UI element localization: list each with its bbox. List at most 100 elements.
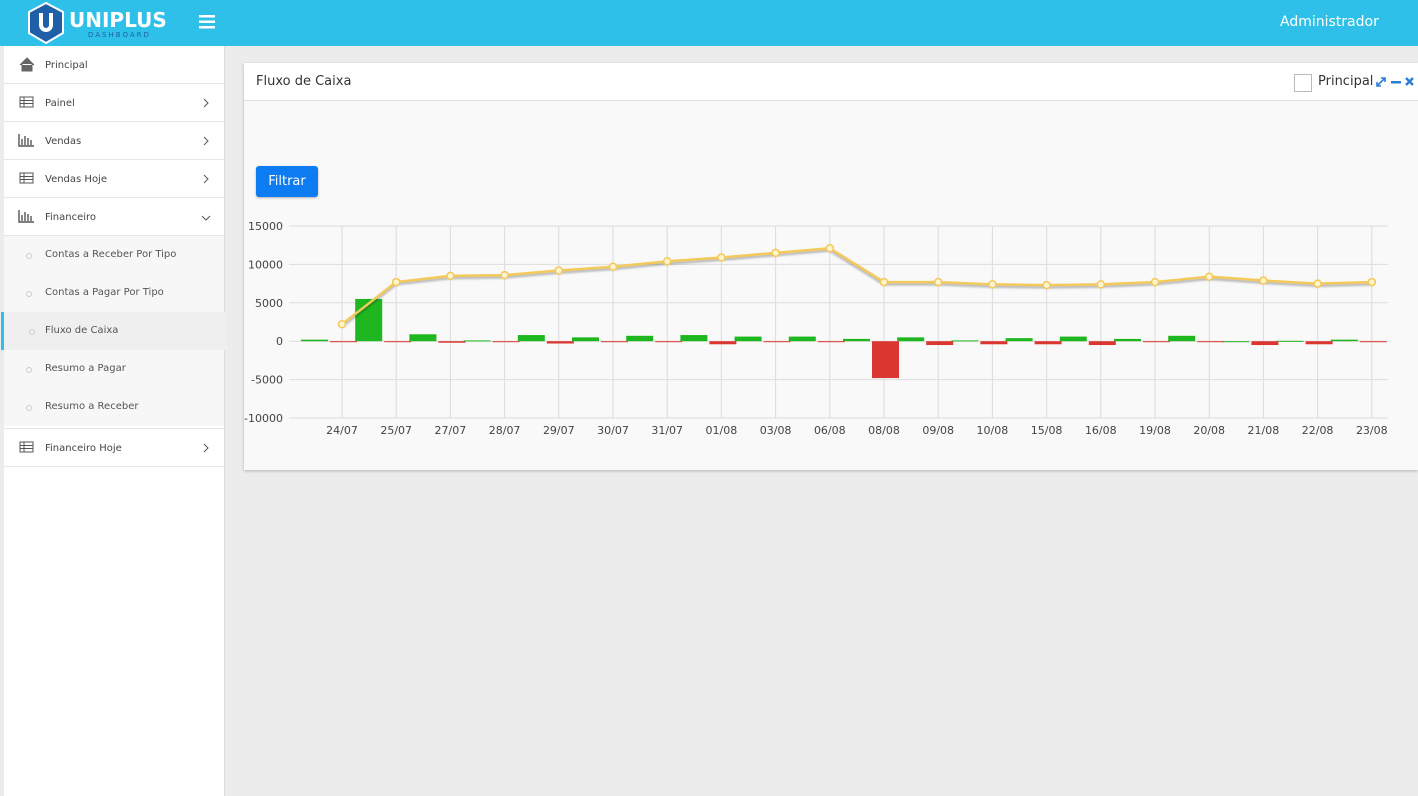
x-tick-label: 01/08: [706, 424, 738, 437]
chart: -10000 -5000 0 5000 10000 15000 24/07 25/07 27/0…: [244, 220, 1388, 437]
panel-title: Fluxo de Caixa: [256, 74, 352, 89]
bar: [926, 341, 954, 346]
bar: [355, 298, 383, 342]
bar: [1143, 341, 1170, 343]
line-point: [1367, 277, 1377, 287]
line-point: [933, 277, 943, 287]
bar: [601, 341, 628, 343]
line-point: [554, 266, 564, 275]
line-point: [1204, 272, 1214, 281]
bullet: [26, 367, 32, 373]
bar: [1059, 336, 1087, 342]
bullet: [26, 405, 32, 411]
line-point: [825, 244, 835, 253]
menu-icon: [19, 172, 209, 184]
bar: [843, 338, 870, 342]
menu-item-label: Principal: [45, 60, 88, 71]
menu-item[interactable]: Painel: [4, 84, 224, 122]
submenu-item-label: Contas a Receber Por Tipo: [45, 249, 177, 260]
brand-sub: DASHBOARD: [88, 31, 151, 39]
panel-header: Fluxo de Caixa Principal: [244, 63, 1418, 101]
submenu-item[interactable]: Resumo a Pagar: [4, 350, 224, 388]
bar: [1276, 340, 1304, 342]
y-tick-label: -10000: [244, 412, 283, 425]
bar: [788, 336, 816, 342]
bar: [1222, 341, 1250, 343]
panel: Fluxo de Caixa Principal Filtrar -10000 -…: [244, 63, 1418, 470]
menu-item[interactable]: Vendas Hoje: [4, 160, 224, 198]
x-tick-label: 21/08: [1248, 424, 1280, 437]
bar: [438, 341, 466, 343]
bullet: [29, 329, 35, 335]
bullet: [26, 291, 32, 297]
y-tick-label: 15000: [248, 220, 283, 233]
submenu-item[interactable]: Fluxo de Caixa: [1, 312, 227, 350]
user-name[interactable]: Administrador: [1280, 14, 1379, 30]
x-tick-label: 24/07: [326, 424, 358, 437]
submenu-item-label: Contas a Pagar Por Tipo: [45, 287, 164, 298]
x-tick-label: 25/07: [380, 424, 412, 437]
bar: [709, 341, 737, 345]
x-tick-label: 10/08: [977, 424, 1009, 437]
menu-toggle[interactable]: [199, 15, 215, 29]
menu-item-label: Painel: [45, 98, 75, 109]
menu-icon: [19, 57, 35, 72]
submenu-item[interactable]: Contas a Receber Por Tipo: [4, 236, 224, 274]
menu-item-label: Financeiro: [45, 212, 97, 223]
filter-button[interactable]: Filtrar: [256, 166, 318, 197]
bar: [1034, 341, 1062, 345]
bar: [734, 336, 762, 342]
line-point: [1313, 279, 1322, 288]
menu-item[interactable]: Financeiro: [4, 198, 224, 236]
bar: [572, 337, 599, 342]
x-tick-label: 31/07: [651, 424, 683, 437]
bar: [463, 340, 491, 342]
submenu-item[interactable]: Contas a Pagar Por Tipo: [4, 274, 224, 312]
logo[interactable]: UNIPLUS DASHBOARD: [26, 2, 176, 44]
bar: [897, 337, 925, 342]
bar: [384, 341, 412, 343]
bar: [1114, 338, 1141, 342]
bar: [951, 340, 979, 342]
bullet: [26, 253, 32, 259]
line-point: [500, 270, 509, 280]
checkbox[interactable]: [1294, 74, 1312, 92]
panel-tools[interactable]: [1376, 75, 1416, 89]
bar: [330, 341, 357, 343]
menu-item[interactable]: Principal: [4, 46, 224, 84]
submenu-item-label: Resumo a Receber: [45, 401, 139, 412]
bar: [1088, 341, 1116, 346]
x-tick-label: 15/08: [1031, 424, 1063, 437]
menu-item-label: Vendas Hoje: [45, 174, 107, 185]
x-tick-label: 22/08: [1302, 424, 1334, 437]
menu-item-label: Vendas: [45, 136, 82, 147]
line-point: [771, 248, 780, 258]
line-point: [446, 271, 455, 281]
bar: [517, 335, 545, 342]
bar: [546, 341, 574, 344]
bar: [1005, 338, 1033, 342]
bar: [1168, 335, 1196, 342]
menu-item[interactable]: Vendas: [4, 122, 224, 160]
line-point: [879, 277, 889, 287]
x-tick-label: 23/08: [1356, 424, 1388, 437]
line-point: [608, 262, 618, 271]
bar: [655, 341, 683, 343]
line-point: [1042, 280, 1051, 290]
bar: [492, 341, 520, 343]
y-tick-label: -5000: [251, 374, 283, 387]
top-bar: UNIPLUS DASHBOARD Administrador: [0, 0, 1418, 46]
line-point: [717, 253, 726, 262]
x-tick-label: 03/08: [760, 424, 792, 437]
line: [341, 246, 1372, 326]
menu-item[interactable]: Financeiro Hoje: [4, 428, 224, 467]
menu-icon: [19, 96, 209, 108]
bar: [1305, 341, 1333, 345]
menu-icon: [19, 441, 209, 453]
submenu-item[interactable]: Resumo a Receber: [4, 388, 224, 426]
line-point: [1259, 276, 1268, 285]
line-point: [988, 280, 997, 289]
line-point: [662, 257, 672, 266]
sidebar: Principal Painel Vendas Vendas Hoje Financei…: [1, 46, 227, 796]
checkbox-label[interactable]: Principal: [1318, 74, 1374, 89]
